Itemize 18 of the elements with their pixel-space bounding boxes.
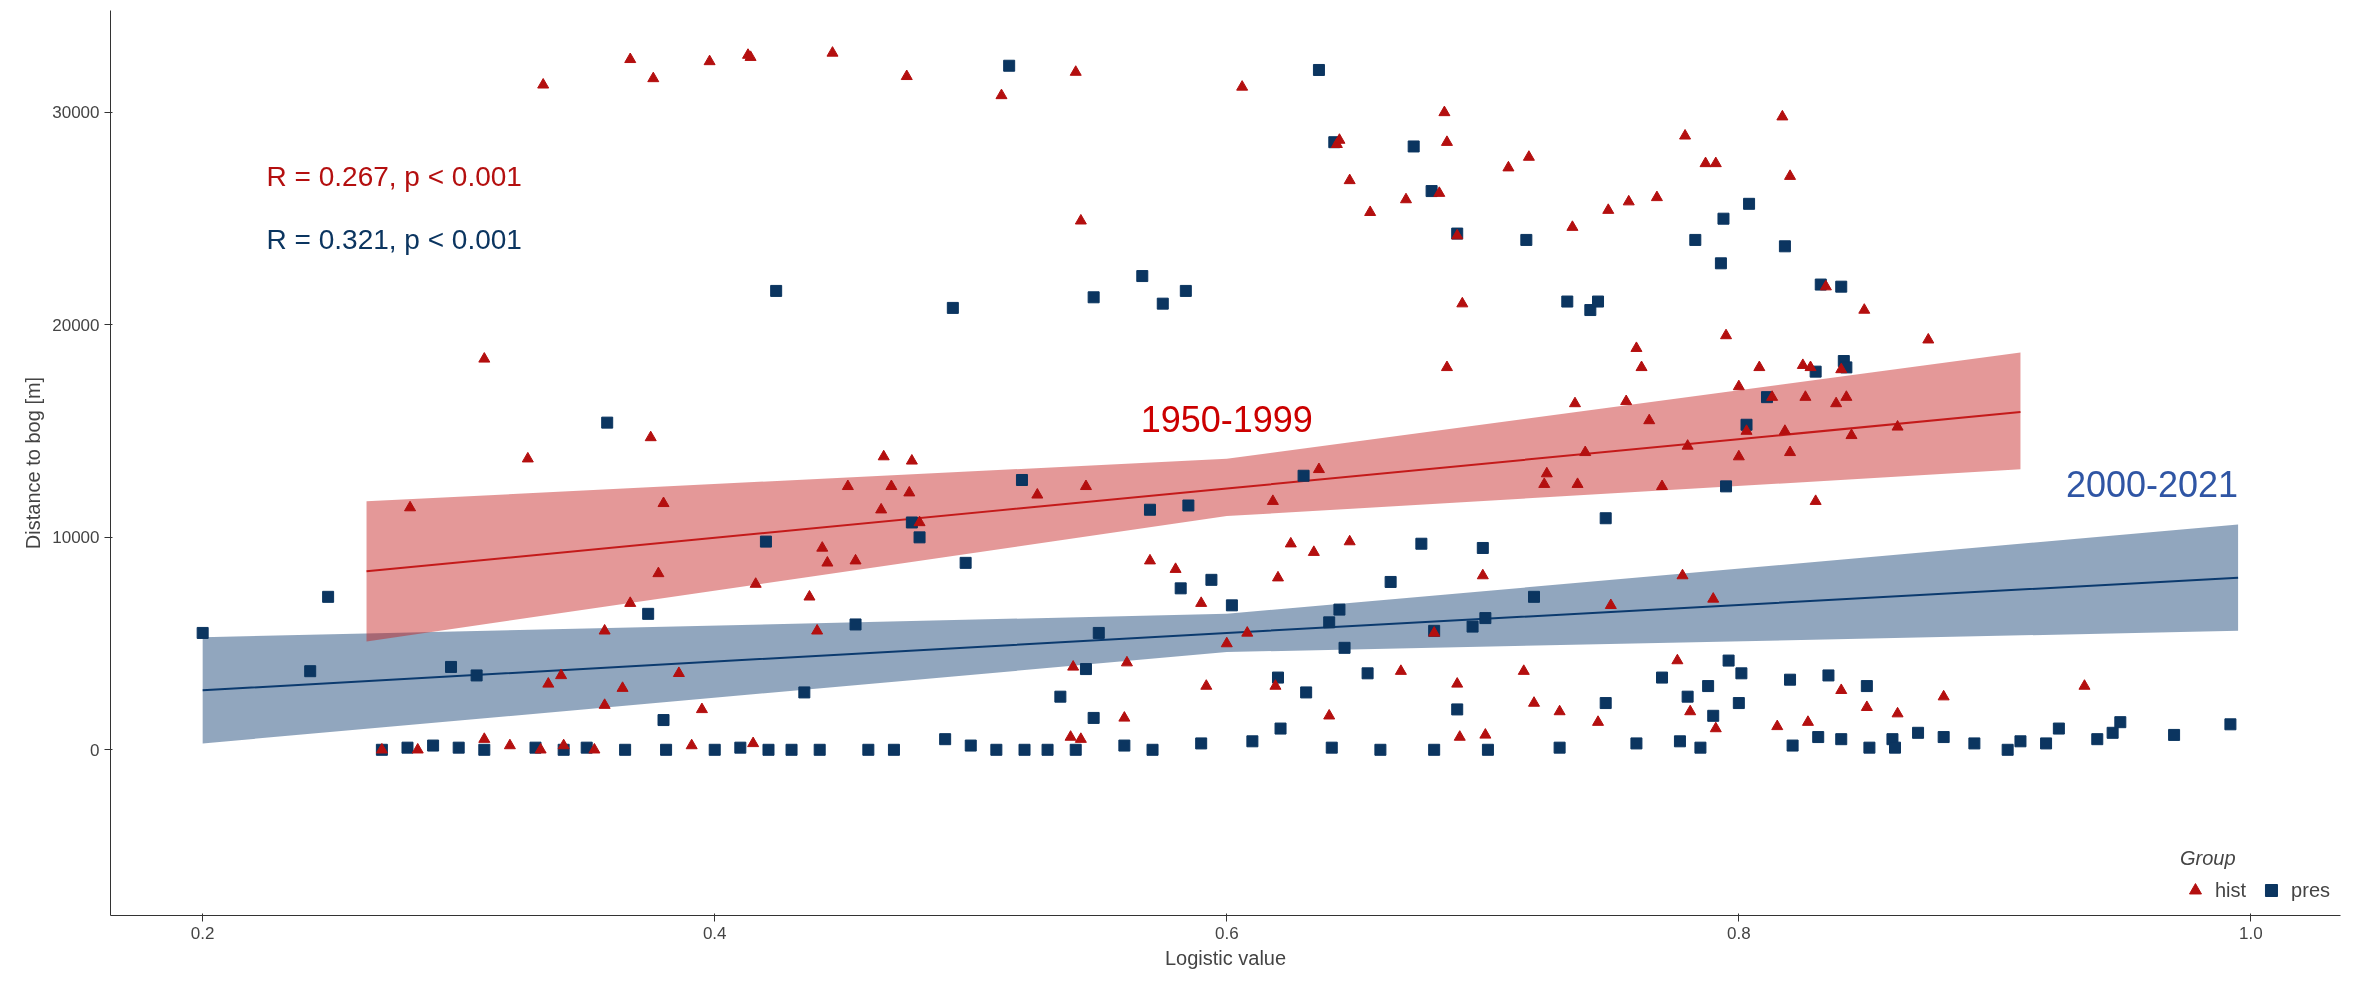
x-axis-title: Logistic value bbox=[1164, 946, 1287, 969]
annotation: R = 0.321, p < 0.001 bbox=[266, 223, 522, 255]
x-tick-label: 0.8 bbox=[1727, 923, 1751, 943]
legend-label: hist bbox=[2214, 878, 2247, 902]
y-tick-label: 20000 bbox=[52, 315, 100, 335]
x-tick-label: 1.0 bbox=[2239, 923, 2263, 943]
legend-title: Group bbox=[2179, 847, 2237, 870]
y-tick-label: 30000 bbox=[52, 103, 100, 123]
legend-label: pres bbox=[2291, 878, 2330, 902]
annotation: 1950-1999 bbox=[1140, 398, 1313, 440]
annotation: R = 0.267, p < 0.001 bbox=[266, 160, 522, 192]
x-tick-label: 0.6 bbox=[1214, 923, 1239, 943]
annotation: 2000-2021 bbox=[2065, 464, 2239, 506]
y-tick-label: 0 bbox=[90, 740, 100, 760]
x-tick-label: 0.4 bbox=[702, 923, 727, 943]
y-axis-title: Distance to bog [m] bbox=[22, 376, 45, 550]
x-tick-label: 0.2 bbox=[190, 923, 215, 943]
y-tick-label: 10000 bbox=[52, 528, 100, 548]
